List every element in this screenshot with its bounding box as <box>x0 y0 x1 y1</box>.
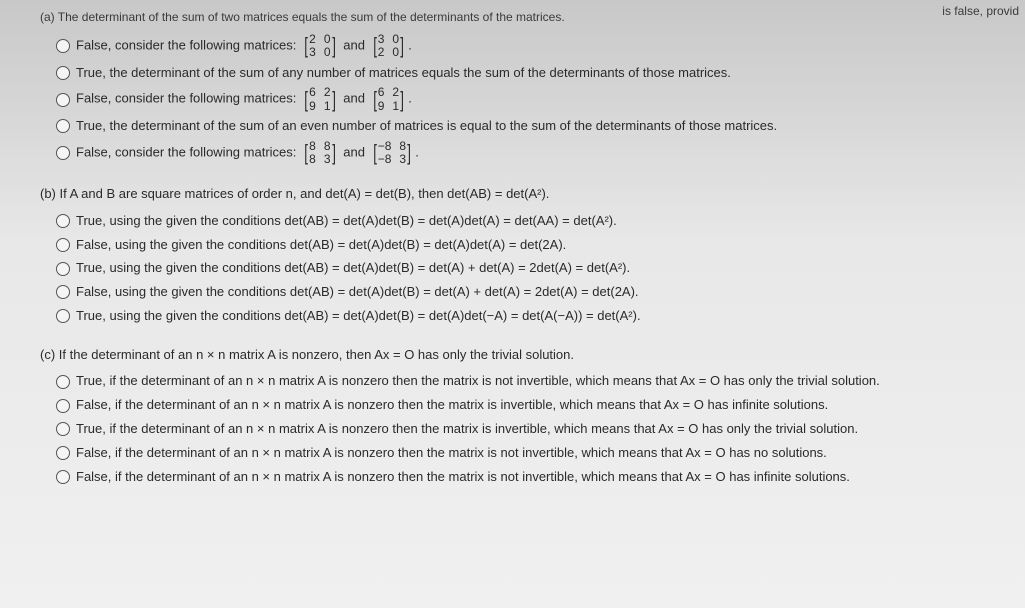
option-b3[interactable]: True, using the given the conditions det… <box>56 258 1005 279</box>
option-label: False, consider the following matrices: … <box>76 86 412 112</box>
option-a4[interactable]: True, the determinant of the sum of an e… <box>56 116 1005 137</box>
option-b2[interactable]: False, using the given the conditions de… <box>56 235 1005 256</box>
radio-icon <box>56 262 70 276</box>
matrix-a3-1: [6291] <box>303 86 337 112</box>
option-a5-mid: and <box>343 144 365 159</box>
option-a3-mid: and <box>343 91 365 106</box>
option-label: True, if the determinant of an n × n mat… <box>76 419 858 440</box>
radio-icon <box>56 238 70 252</box>
option-label: False, if the determinant of an n × n ma… <box>76 395 828 416</box>
option-label: True, using the given the conditions det… <box>76 211 617 232</box>
radio-icon <box>56 146 70 160</box>
radio-icon <box>56 422 70 436</box>
radio-icon <box>56 399 70 413</box>
option-label: False, using the given the conditions de… <box>76 235 566 256</box>
option-c5[interactable]: False, if the determinant of an n × n ma… <box>56 467 1005 488</box>
option-a3-pre: False, consider the following matrices: <box>76 91 296 106</box>
question-c-stem: (c) If the determinant of an n × n matri… <box>40 345 1005 366</box>
option-c1[interactable]: True, if the determinant of an n × n mat… <box>56 371 1005 392</box>
option-a5[interactable]: False, consider the following matrices: … <box>56 140 1005 166</box>
question-a-stem: (a) The determinant of the sum of two ma… <box>40 8 1005 27</box>
option-c3[interactable]: True, if the determinant of an n × n mat… <box>56 419 1005 440</box>
option-label: True, if the determinant of an n × n mat… <box>76 371 880 392</box>
option-label: True, using the given the conditions det… <box>76 258 630 279</box>
matrix-a1-1: [2030] <box>303 33 337 59</box>
option-a1-pre: False, consider the following matrices: <box>76 38 296 53</box>
option-a1[interactable]: False, consider the following matrices: … <box>56 33 1005 59</box>
matrix-a5-2: [−88−83] <box>372 140 413 166</box>
option-a5-pre: False, consider the following matrices: <box>76 144 296 159</box>
radio-icon <box>56 39 70 53</box>
option-a1-mid: and <box>343 38 365 53</box>
question-b-stem: (b) If A and B are square matrices of or… <box>40 184 1005 205</box>
option-label: False, if the determinant of an n × n ma… <box>76 443 827 464</box>
option-label: False, consider the following matrices: … <box>76 140 419 166</box>
option-a2[interactable]: True, the determinant of the sum of any … <box>56 63 1005 84</box>
radio-icon <box>56 470 70 484</box>
option-b4[interactable]: False, using the given the conditions de… <box>56 282 1005 303</box>
radio-icon <box>56 446 70 460</box>
matrix-a5-1: [8883] <box>303 140 337 166</box>
matrix-a3-2: [6291] <box>372 86 406 112</box>
option-c4[interactable]: False, if the determinant of an n × n ma… <box>56 443 1005 464</box>
option-label: False, using the given the conditions de… <box>76 282 639 303</box>
worksheet-page: is false, provid (a) The determinant of … <box>0 0 1025 608</box>
option-b5[interactable]: True, using the given the conditions det… <box>56 306 1005 327</box>
option-label: True, using the given the conditions det… <box>76 306 641 327</box>
radio-icon <box>56 119 70 133</box>
radio-icon <box>56 93 70 107</box>
option-c2[interactable]: False, if the determinant of an n × n ma… <box>56 395 1005 416</box>
radio-icon <box>56 214 70 228</box>
option-label: False, consider the following matrices: … <box>76 33 412 59</box>
radio-icon <box>56 66 70 80</box>
option-label: False, if the determinant of an n × n ma… <box>76 467 850 488</box>
radio-icon <box>56 285 70 299</box>
header-fragment-right: is false, provid <box>942 2 1019 21</box>
option-b1[interactable]: True, using the given the conditions det… <box>56 211 1005 232</box>
option-label: True, the determinant of the sum of an e… <box>76 116 777 137</box>
option-label: True, the determinant of the sum of any … <box>76 63 731 84</box>
option-a3[interactable]: False, consider the following matrices: … <box>56 86 1005 112</box>
radio-icon <box>56 309 70 323</box>
matrix-a1-2: [3020] <box>372 33 406 59</box>
radio-icon <box>56 375 70 389</box>
